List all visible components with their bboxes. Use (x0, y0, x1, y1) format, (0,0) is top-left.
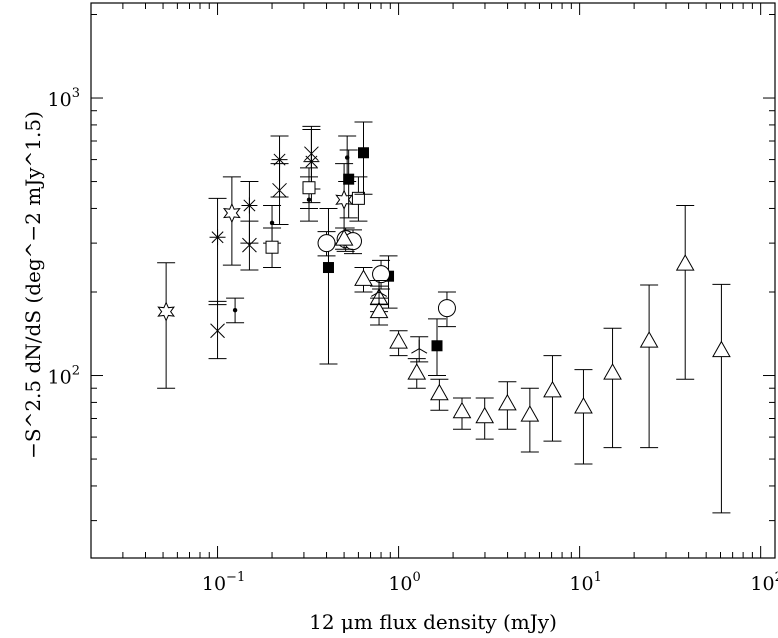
x-tick-label: 102 (750, 570, 778, 595)
data-point (543, 355, 562, 442)
data-point (349, 176, 368, 222)
data-point (675, 204, 695, 380)
star-marker (157, 301, 175, 322)
series-open-square (263, 167, 368, 269)
star-marker (335, 189, 353, 210)
open-triangle-marker (675, 254, 695, 271)
data-point (407, 358, 427, 389)
data-point (639, 284, 659, 449)
open-triangle-marker (520, 405, 540, 422)
data-point (299, 167, 318, 209)
data-point (574, 369, 593, 465)
asterisk-marker (211, 231, 224, 244)
open-triangle-marker (543, 380, 562, 398)
series-dot (226, 135, 357, 324)
star-marker (223, 202, 241, 224)
open-triangle-marker (475, 406, 495, 424)
series-open-circle (317, 227, 456, 328)
open-triangle-marker (407, 363, 427, 380)
data-point (317, 231, 336, 257)
data-point (208, 197, 227, 306)
plot-frame (90, 2, 776, 559)
y-cross-marker (418, 348, 428, 354)
open-triangle-marker (389, 332, 408, 349)
open-square-marker (265, 240, 279, 254)
open-triangle-marker (712, 340, 731, 358)
cross-marker (242, 237, 257, 253)
cross-marker (272, 182, 287, 198)
data-point (372, 259, 391, 290)
series-cross (208, 125, 321, 360)
data-point (226, 297, 245, 324)
dot-marker (269, 220, 275, 226)
data-point (437, 291, 456, 328)
y-axis-label: −S^2.5 dN/dS (deg^−2 mJy^1.5) (21, 111, 45, 459)
series-filled-square (319, 121, 446, 377)
data-point (410, 336, 429, 363)
open-square-marker (302, 181, 316, 195)
open-circle-marker (317, 234, 336, 253)
data-point (475, 397, 495, 440)
data-point (302, 125, 321, 190)
data-point (712, 283, 731, 514)
data-point (334, 227, 354, 250)
series-y-cross (370, 280, 429, 363)
x-tick-label: 101 (569, 570, 601, 595)
data-point (603, 327, 622, 449)
data-point (427, 318, 446, 377)
cross-marker (304, 146, 319, 162)
axis-ticks (90, 3, 775, 558)
asterisk-marker (243, 199, 256, 212)
data-point (263, 227, 282, 269)
open-triangle-marker (574, 397, 593, 414)
filled-square-marker (343, 173, 355, 185)
x-axis-label: 12 μm flux density (mJy) (309, 610, 557, 634)
data-point (370, 280, 389, 306)
data-point (240, 220, 259, 271)
open-square-marker (351, 191, 365, 205)
data-point (157, 262, 176, 389)
open-circle-marker (437, 299, 456, 318)
data-point (270, 163, 289, 226)
open-triangle-marker (369, 301, 389, 319)
open-triangle-marker (354, 269, 373, 286)
data-point (222, 176, 241, 266)
data-point (354, 121, 373, 195)
open-triangle-marker (452, 401, 472, 419)
data-point (339, 149, 358, 219)
x-tick-label: 100 (388, 570, 420, 595)
filled-square-marker (357, 147, 369, 159)
open-triangle-marker (498, 393, 517, 411)
filled-square-marker (431, 340, 443, 352)
open-circle-marker (372, 265, 391, 284)
dot-marker (232, 307, 238, 313)
open-triangle-marker (603, 363, 622, 380)
series-open-triangle (334, 204, 731, 514)
data-point (354, 267, 373, 293)
y-cross-marker (411, 348, 420, 354)
y-cross-marker (371, 291, 380, 297)
data-marks (157, 121, 731, 514)
filled-square-marker (322, 262, 334, 274)
tick-labels: 10−1 100 101 102 102 103 (48, 86, 778, 595)
data-point (452, 397, 472, 430)
open-triangle-marker (430, 383, 449, 401)
cross-marker (210, 323, 225, 339)
data-point (389, 330, 408, 357)
data-point (498, 381, 517, 430)
y-cross-marker (378, 291, 388, 297)
y-tick-label: 103 (48, 86, 80, 111)
series-star6 (157, 163, 354, 389)
data-point (240, 181, 259, 244)
data-point (520, 387, 540, 453)
open-triangle-marker (639, 331, 659, 348)
data-point (208, 300, 227, 360)
open-triangle-marker (334, 229, 354, 246)
x-tick-label: 10−1 (202, 570, 245, 595)
y-tick-label: 102 (48, 364, 80, 389)
data-point (430, 378, 449, 411)
